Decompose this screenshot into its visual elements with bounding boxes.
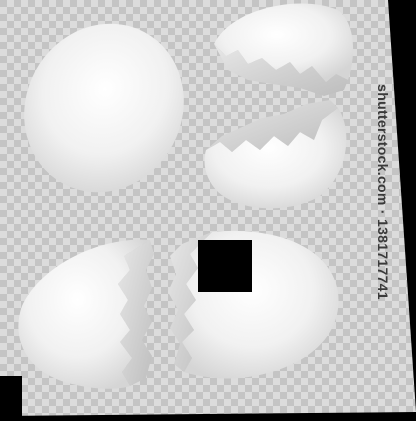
cracked-egg-top-shell bbox=[214, 3, 354, 83]
cracked-egg-bottom-shell bbox=[204, 108, 347, 209]
large-cracked-egg-left-inner bbox=[118, 240, 154, 386]
corner-black-block bbox=[0, 376, 22, 416]
cracked-egg-top-inner bbox=[214, 44, 348, 96]
whole-egg bbox=[24, 23, 184, 193]
large-cracked-egg-right-inner bbox=[168, 232, 212, 372]
redaction-box bbox=[198, 240, 252, 292]
cracked-egg-bottom-inner bbox=[206, 100, 338, 152]
watermark-text: shutterstock.com · 1381717741 bbox=[375, 84, 391, 300]
large-cracked-egg-left-shell bbox=[18, 239, 151, 389]
